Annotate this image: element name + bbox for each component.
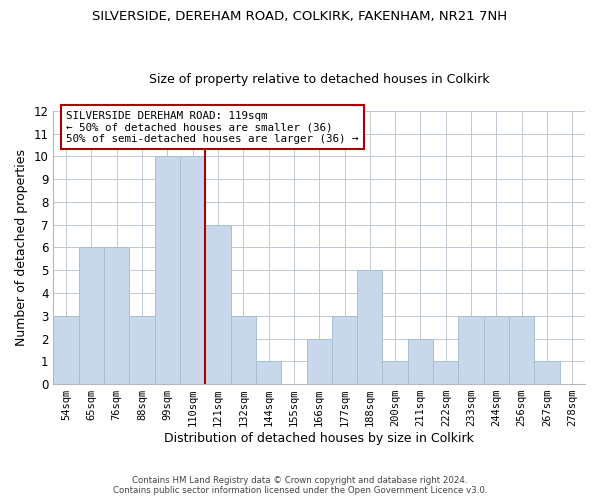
Bar (230, 316, 256, 384)
Bar (408, 338, 433, 384)
Title: Size of property relative to detached houses in Colkirk: Size of property relative to detached ho… (149, 73, 490, 86)
Bar (256, 362, 281, 384)
Bar (205, 224, 230, 384)
Bar (484, 316, 509, 384)
Bar (357, 270, 382, 384)
Bar (382, 362, 408, 384)
Bar (307, 338, 332, 384)
Bar (155, 156, 180, 384)
Bar (433, 362, 458, 384)
X-axis label: Distribution of detached houses by size in Colkirk: Distribution of detached houses by size … (164, 432, 474, 445)
Text: SILVERSIDE DEREHAM ROAD: 119sqm
← 50% of detached houses are smaller (36)
50% of: SILVERSIDE DEREHAM ROAD: 119sqm ← 50% of… (66, 111, 359, 144)
Bar (130, 316, 155, 384)
Bar (509, 316, 535, 384)
Y-axis label: Number of detached properties: Number of detached properties (15, 149, 28, 346)
Bar (53, 316, 79, 384)
Bar (104, 248, 130, 384)
Bar (79, 248, 104, 384)
Text: SILVERSIDE, DEREHAM ROAD, COLKIRK, FAKENHAM, NR21 7NH: SILVERSIDE, DEREHAM ROAD, COLKIRK, FAKEN… (92, 10, 508, 23)
Text: Contains HM Land Registry data © Crown copyright and database right 2024.
Contai: Contains HM Land Registry data © Crown c… (113, 476, 487, 495)
Bar (535, 362, 560, 384)
Bar (180, 156, 205, 384)
Bar (332, 316, 357, 384)
Bar (458, 316, 484, 384)
